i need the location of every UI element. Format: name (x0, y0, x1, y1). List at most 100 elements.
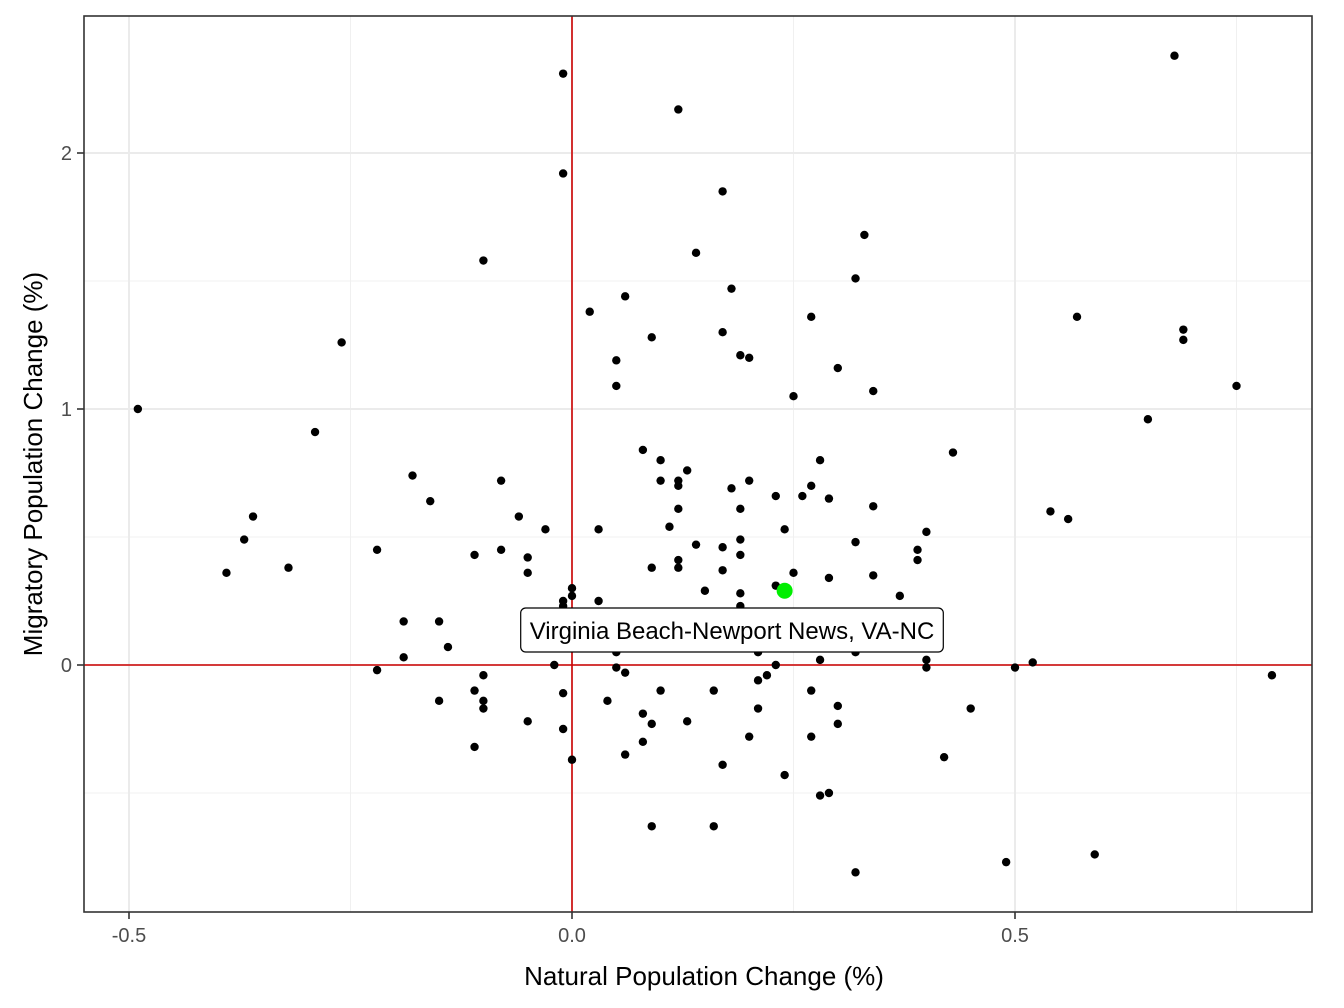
data-point (674, 563, 683, 572)
data-point (620, 292, 630, 301)
data-point (1072, 312, 1082, 322)
data-point (736, 351, 745, 360)
data-point (674, 481, 683, 490)
data-point (1232, 381, 1241, 391)
data-point (851, 537, 860, 547)
data-point (479, 696, 488, 706)
data-point (496, 476, 506, 485)
x-tick-label: 0.0 (558, 925, 586, 947)
data-point (567, 591, 577, 601)
x-tick-label: -0.5 (112, 925, 146, 947)
data-point (1001, 857, 1011, 867)
data-point (550, 660, 559, 670)
data-point (222, 568, 231, 578)
data-point (727, 484, 736, 493)
data-point (851, 274, 860, 283)
data-point (824, 573, 834, 583)
data-point (913, 555, 922, 565)
data-point (470, 686, 479, 695)
highlight-group: Virginia Beach-Newport News, VA-NC (520, 582, 944, 653)
x-axis-ticks: -0.5 0.0 0.5 (112, 912, 1029, 947)
data-point (612, 663, 621, 672)
data-point (674, 555, 683, 565)
data-point (443, 642, 453, 652)
data-point (753, 676, 763, 685)
data-point (426, 496, 435, 506)
data-point (807, 686, 816, 695)
data-point (922, 663, 931, 672)
data-point (594, 525, 603, 534)
data-point (771, 660, 780, 670)
data-point (709, 822, 718, 831)
data-point (948, 448, 958, 457)
data-point (745, 353, 754, 362)
data-point (824, 494, 834, 503)
data-point (736, 589, 745, 598)
data-point (851, 868, 860, 877)
y-tick-label: 1 (61, 399, 72, 421)
data-point (718, 566, 727, 575)
data-point (869, 502, 878, 511)
data-point (753, 704, 763, 713)
data-points (133, 51, 1277, 877)
data-point (479, 671, 488, 680)
data-point (567, 755, 577, 764)
data-point (745, 476, 754, 485)
data-point (745, 732, 754, 741)
y-tick-label: 2 (61, 143, 72, 165)
data-point (833, 363, 842, 373)
data-point (638, 445, 648, 455)
data-point (399, 617, 408, 626)
data-point (691, 540, 701, 549)
data-point (869, 386, 878, 396)
data-point (337, 338, 346, 347)
data-point (815, 655, 825, 665)
data-point (434, 696, 444, 706)
data-point (691, 248, 701, 258)
data-point (815, 791, 825, 800)
data-point (1143, 415, 1153, 424)
data-point (718, 543, 727, 552)
x-axis-title: Natural Population Change (%) (524, 961, 884, 991)
data-point (647, 333, 656, 342)
data-point (922, 655, 931, 665)
data-point (541, 525, 550, 534)
data-point (1028, 658, 1037, 667)
data-point (496, 545, 506, 554)
data-point (789, 568, 798, 578)
data-point (479, 704, 488, 713)
data-point (1063, 514, 1073, 524)
data-point (736, 550, 745, 560)
data-point (736, 535, 745, 544)
data-point (514, 512, 524, 521)
x-tick-label: 0.5 (1001, 925, 1029, 947)
data-point (1010, 663, 1020, 672)
data-point (1170, 51, 1179, 60)
highlight-label-box (520, 607, 944, 653)
data-point (594, 596, 603, 606)
data-point (700, 586, 710, 595)
data-point (523, 717, 532, 726)
data-point (408, 471, 417, 480)
panel-border (83, 15, 1313, 913)
data-point (665, 522, 674, 531)
data-point (807, 312, 816, 322)
data-point (771, 491, 780, 501)
data-point (620, 668, 630, 677)
data-point (709, 686, 718, 695)
data-point (133, 404, 143, 414)
data-point (558, 724, 568, 734)
highlight-point (776, 582, 793, 599)
data-point (718, 328, 727, 337)
data-point (656, 686, 665, 695)
data-point (860, 230, 869, 240)
data-point (638, 709, 648, 718)
data-point (310, 427, 320, 437)
data-point (736, 504, 745, 514)
data-point (647, 719, 656, 729)
data-point (682, 466, 692, 475)
data-point (807, 481, 816, 490)
data-point (239, 535, 249, 544)
